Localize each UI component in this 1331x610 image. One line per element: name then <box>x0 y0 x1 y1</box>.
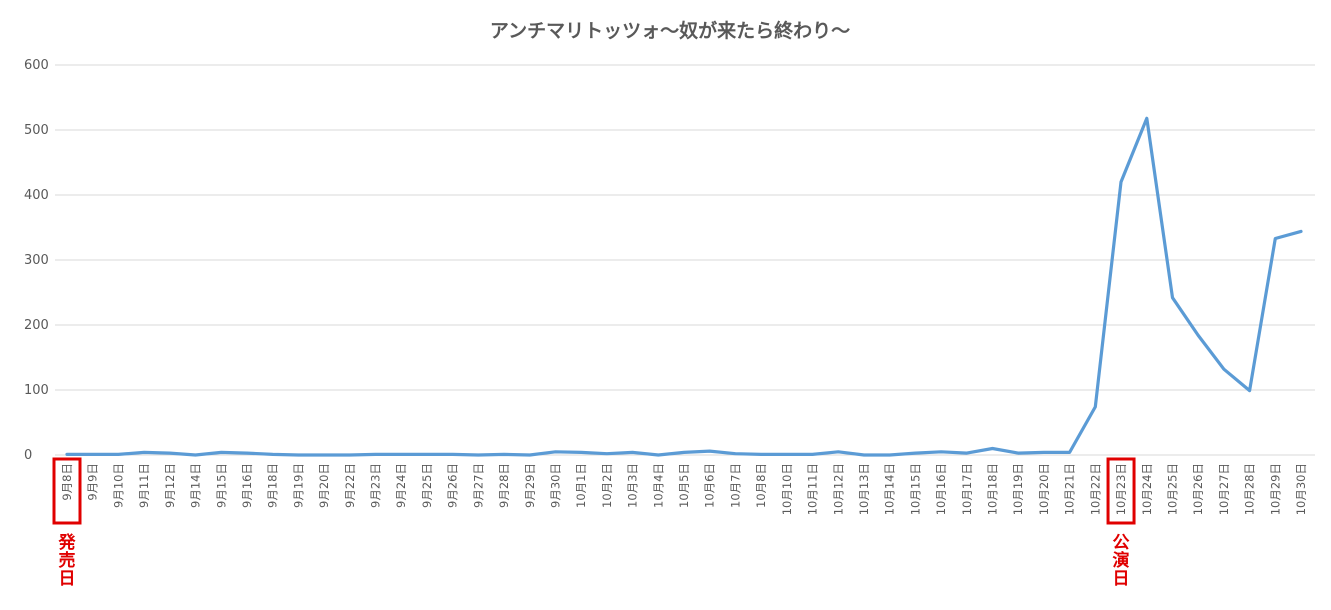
x-tick-label: 10月21日 <box>1063 463 1077 515</box>
x-tick-label: 9月22日 <box>343 463 357 508</box>
annotation-label-char: 演 <box>1113 550 1130 571</box>
y-tick-label: 0 <box>24 448 32 463</box>
x-tick-label: 10月26日 <box>1191 463 1205 515</box>
y-tick-label: 100 <box>24 383 49 398</box>
y-tick-label: 200 <box>24 318 49 333</box>
x-tick-label: 10月22日 <box>1088 463 1102 515</box>
x-tick-label: 10月11日 <box>806 463 820 515</box>
x-tick-label: 10月29日 <box>1268 463 1282 515</box>
annotation-label-char: 日 <box>1113 569 1130 589</box>
x-tick-label: 10月3日 <box>626 463 640 508</box>
y-tick-label: 400 <box>24 188 49 203</box>
annotation-label: 発売日 <box>66 0 118 5</box>
x-tick-label: 10月1日 <box>574 463 588 508</box>
y-tick-label: 600 <box>24 58 49 73</box>
x-tick-label: 10月17日 <box>960 463 974 515</box>
x-tick-label: 9月26日 <box>446 463 460 508</box>
x-tick-label: 9月16日 <box>240 463 254 508</box>
x-tick-label: 9月12日 <box>163 463 177 508</box>
x-tick-label: 10月6日 <box>703 463 717 508</box>
x-tick-label: 10月5日 <box>677 463 691 508</box>
highlight-box <box>1106 457 1136 525</box>
x-tick-label: 9月19日 <box>291 463 305 508</box>
x-tick-label: 9月20日 <box>317 463 331 508</box>
x-tick-label: 10月12日 <box>831 463 845 515</box>
x-tick-label: 9月15日 <box>214 463 228 508</box>
x-tick-label: 10月16日 <box>934 463 948 515</box>
x-tick-label: 10月4日 <box>651 463 665 508</box>
x-tick-label: 9月11日 <box>137 463 151 508</box>
x-tick-label: 10月30日 <box>1294 463 1308 515</box>
x-tick-label: 9月18日 <box>266 463 280 508</box>
x-tick-label: 9月30日 <box>548 463 562 508</box>
x-tick-label: 9月24日 <box>394 463 408 508</box>
x-tick-label: 9月25日 <box>420 463 434 508</box>
x-tick-label: 10月10日 <box>780 463 794 515</box>
x-tick-label: 10月23日 <box>1114 463 1128 515</box>
x-tick-label: 9月23日 <box>369 463 383 508</box>
annotation-label-char: 発 <box>58 532 77 553</box>
x-tick-label: 10月13日 <box>857 463 871 515</box>
x-tick-label: 9月9日 <box>86 463 100 501</box>
x-tick-label: 10月2日 <box>600 463 614 508</box>
y-tick-label: 500 <box>24 123 49 138</box>
annotations: 発売日発売日公演日公演日 <box>52 0 1172 589</box>
x-tick-label: 10月25日 <box>1165 463 1179 515</box>
series-layer <box>65 116 1303 457</box>
x-tick-label: 9月28日 <box>497 463 511 508</box>
annotation-label: 公演日 <box>1121 0 1172 5</box>
x-tick-label: 10月15日 <box>908 463 922 515</box>
x-tick-label: 9月8日 <box>60 463 74 501</box>
y-axis-ticks: 0 100 200 300 400 500 600 <box>24 58 49 463</box>
x-tick-label: 10月20日 <box>1037 463 1051 515</box>
x-tick-label: 10月14日 <box>883 463 897 515</box>
x-tick-label: 10月27日 <box>1217 463 1231 515</box>
annotation-label-char: 売 <box>59 550 76 571</box>
x-tick-label: 9月10日 <box>111 463 125 508</box>
x-tick-label: 10月18日 <box>986 463 1000 515</box>
series-line <box>65 116 1303 457</box>
x-tick-label: 9月14日 <box>189 463 203 508</box>
x-axis-ticks: 9月8日 9月9日 9月10日 9月11日 9月12日 9月14日 9月15日 9月16日 9月… <box>60 463 1308 515</box>
chart-title: アンチマリトッツォ〜奴が来たら終わり〜 <box>490 19 850 42</box>
x-tick-label: 10月19日 <box>1011 463 1025 515</box>
x-tick-label: 10月7日 <box>728 463 742 508</box>
x-tick-label: 10月8日 <box>754 463 768 508</box>
gridlines <box>55 64 1315 456</box>
y-tick-label: 300 <box>24 253 49 268</box>
annotation-label-char: 公 <box>1113 533 1130 553</box>
x-tick-label: 9月27日 <box>471 463 485 508</box>
x-tick-label: 10月24日 <box>1140 463 1154 515</box>
highlight-box <box>52 457 82 525</box>
x-tick-label: 10月28日 <box>1243 463 1257 515</box>
annotation-label-char: 日 <box>59 569 76 589</box>
x-tick-label: 9月29日 <box>523 463 537 508</box>
